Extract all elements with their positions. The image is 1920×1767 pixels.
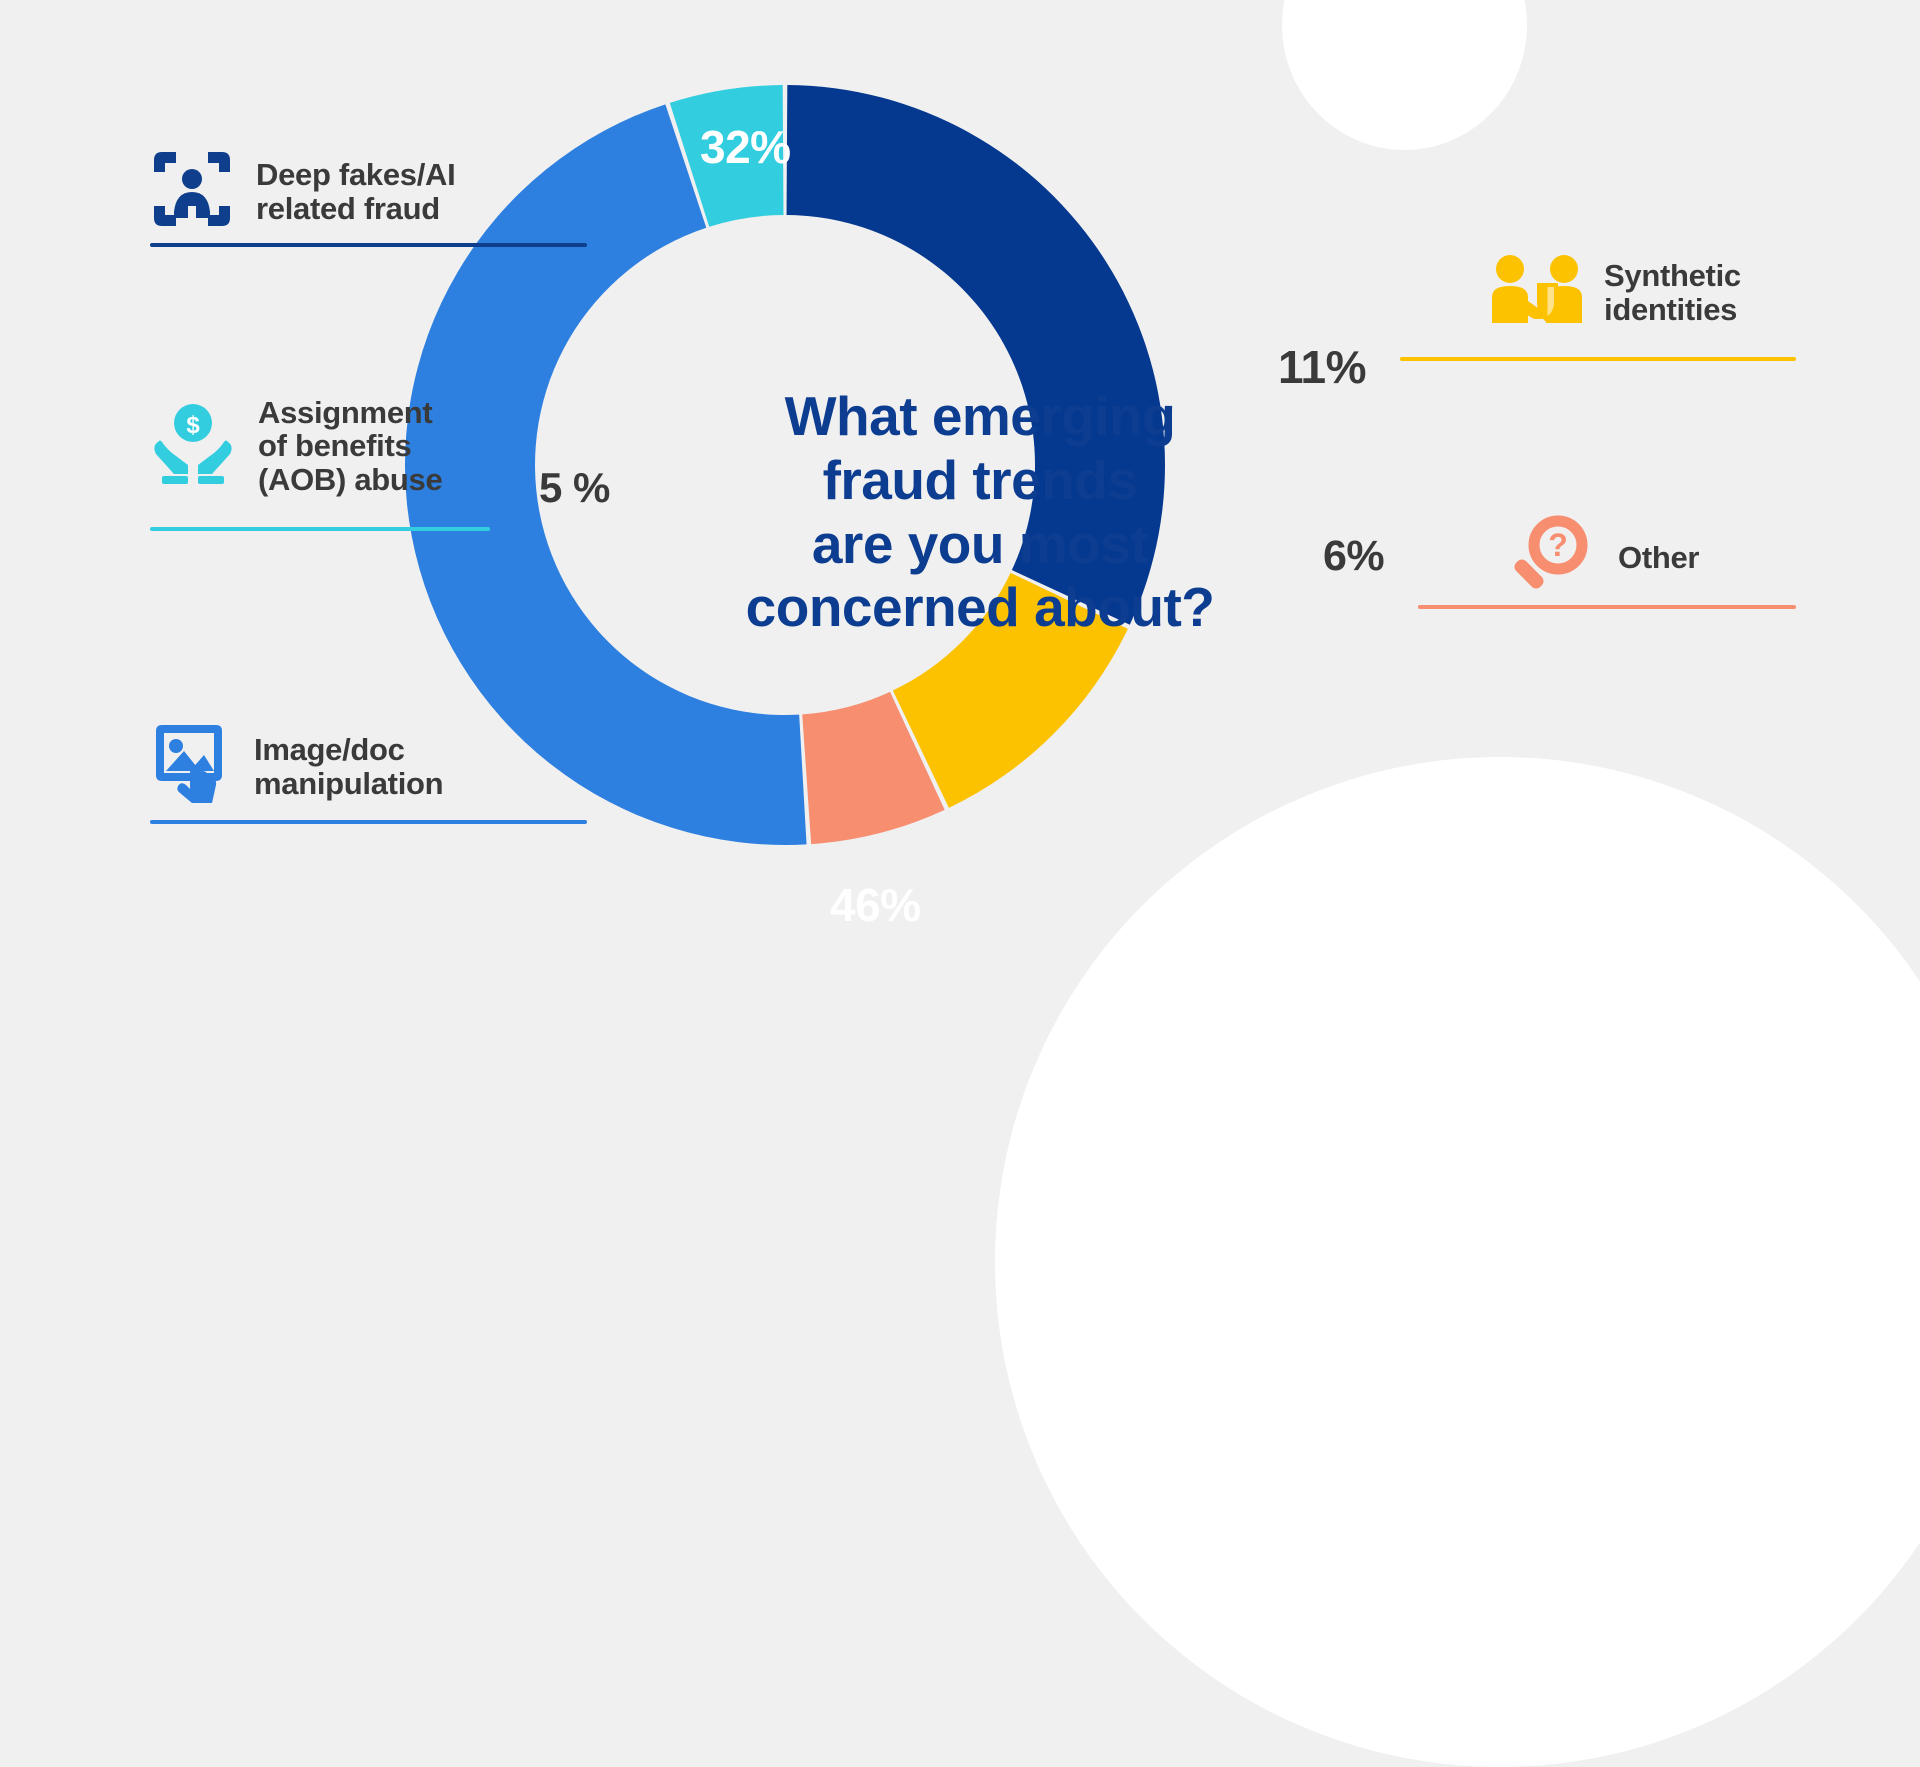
infographic-canvas: 32% 11% 6% 46% 5 % What emerging fraud t… (150, 0, 1920, 1767)
connector-rule-synthetic-identities (1400, 357, 1796, 361)
connector-rule-other (1418, 605, 1796, 609)
legend-item-aob[interactable]: $ Assignment of benefits (AOB) abuse (150, 395, 443, 497)
two-people-shield-icon (1490, 253, 1584, 332)
donut-slice[interactable] (786, 85, 1165, 625)
donut-chart (404, 85, 1165, 846)
center-question-line-1: What emerging (784, 385, 1176, 447)
legend-item-image-doc[interactable]: Image/doc manipulation (150, 723, 444, 810)
legend-label-image-doc: Image/doc manipulation (254, 732, 444, 801)
svg-text:?: ? (1548, 527, 1568, 563)
svg-text:$: $ (186, 412, 200, 439)
legend-item-other[interactable]: ? Other (1510, 515, 1699, 600)
legend-item-deep-fakes[interactable]: Deep fakes/AI related fraud (150, 150, 456, 233)
center-question-line-3: are you most (811, 512, 1149, 575)
legend-label-deep-fakes: Deep fakes/AI related fraud (256, 157, 456, 226)
legend-label-aob: Assignment of benefits (AOB) abuse (258, 395, 443, 497)
legend-item-synthetic-identities[interactable]: Synthetic identities (1490, 253, 1741, 332)
center-question-line-2: fraud trends (822, 448, 1138, 511)
chart-center-question: What emerging fraud trends are you most … (690, 385, 1270, 640)
hands-holding-dollar-icon: $ (150, 402, 236, 491)
legend-label-synthetic-identities: Synthetic identities (1604, 258, 1741, 327)
donut-slice[interactable] (892, 572, 1128, 808)
connector-rule-aob (150, 527, 490, 531)
connector-rule-deep-fakes (150, 243, 587, 247)
connector-rule-image-doc (150, 820, 587, 824)
face-scan-icon (150, 150, 234, 233)
magnifier-question-icon: ? (1510, 515, 1592, 600)
center-question-line-4: concerned about? (745, 576, 1215, 639)
image-tap-icon (150, 723, 232, 810)
legend-label-other: Other (1618, 539, 1700, 575)
donut-slice[interactable] (802, 691, 945, 845)
donut-slice[interactable] (404, 104, 807, 846)
donut-slice[interactable] (669, 85, 784, 227)
